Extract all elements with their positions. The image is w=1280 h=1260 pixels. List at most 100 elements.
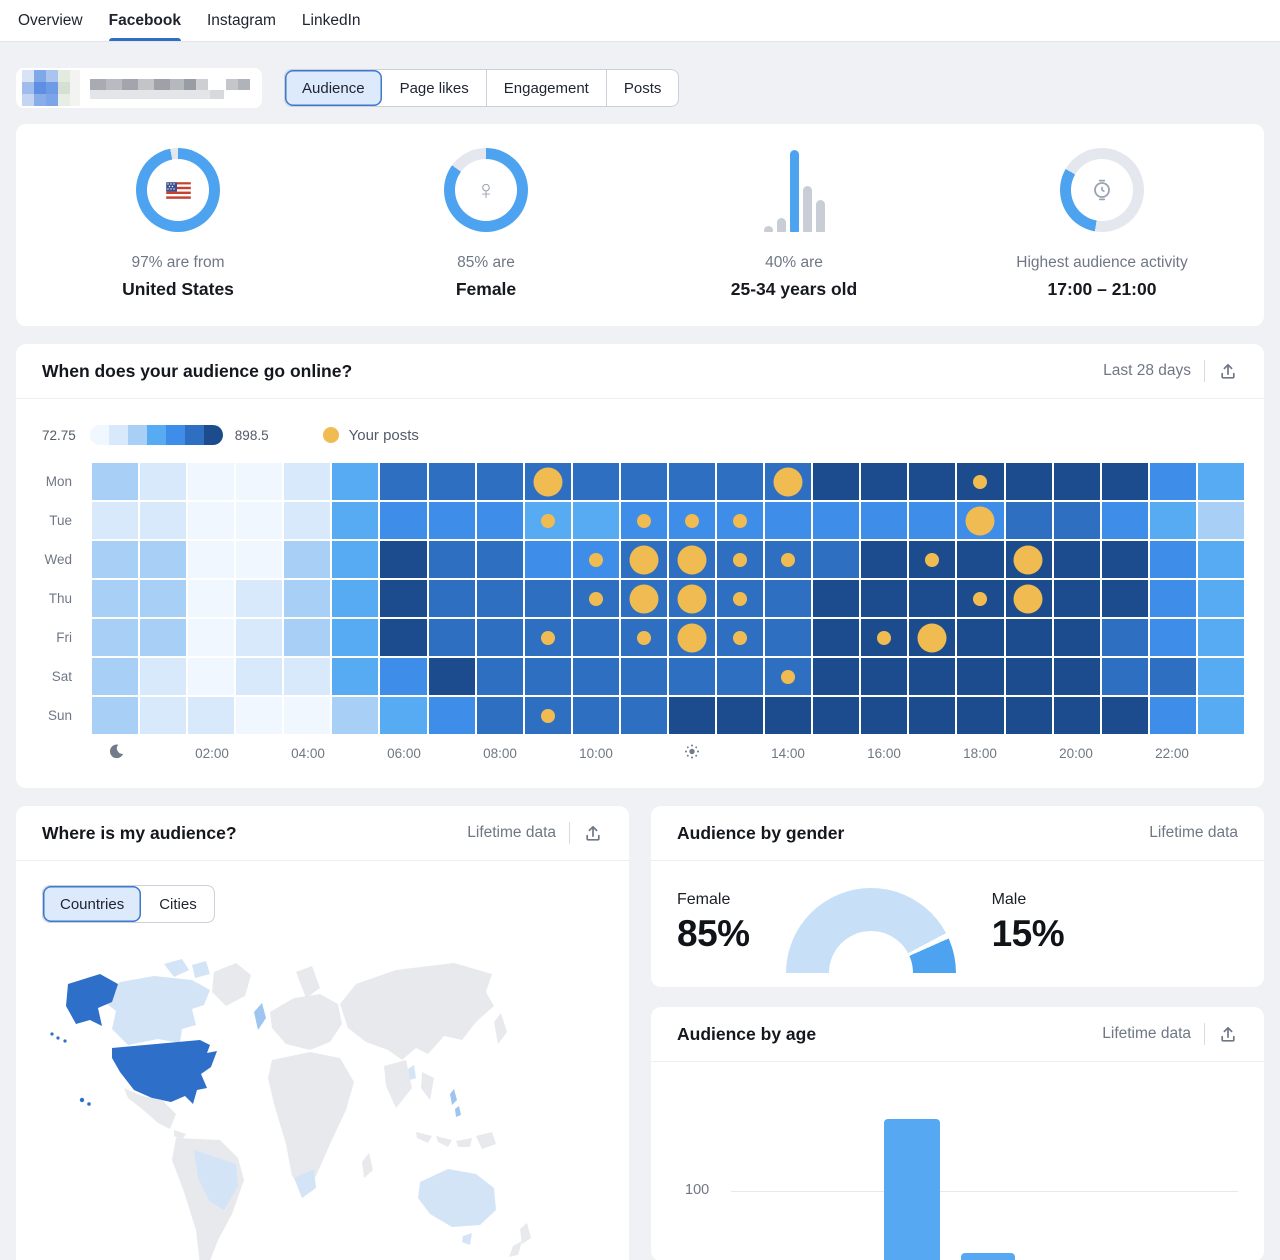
heatmap-cell: [236, 541, 283, 578]
heatmap-cell: [92, 619, 139, 656]
heatmap-cell: [1005, 502, 1052, 539]
nav-tab-overview[interactable]: Overview: [18, 11, 83, 29]
heatmap-cell: [92, 502, 139, 539]
export-icon: [1221, 1026, 1235, 1042]
heatmap-cell: [717, 502, 764, 539]
heatmap-cell: [428, 502, 475, 539]
axis-tick-1800: 18:00: [963, 746, 997, 761]
heatmap-cell: [765, 658, 812, 695]
age-bar-1: [884, 1119, 940, 1260]
female-value: 85%: [677, 913, 750, 954]
your-posts-label: Your posts: [348, 426, 419, 444]
tab-audience[interactable]: Audience: [285, 70, 382, 106]
nav-tab-instagram[interactable]: Instagram: [206, 11, 276, 29]
heatmap-cell: [380, 697, 427, 734]
heatmap-cell: [957, 541, 1004, 578]
heatmap-cell: [813, 658, 860, 695]
heatmap-cell: [572, 541, 619, 578]
heatmap-cell: [428, 619, 475, 656]
heatmap-cell: [332, 697, 379, 734]
account-row: Audience Page likes Engagement Posts: [16, 68, 1264, 108]
heatmap-cell: [909, 541, 956, 578]
heatmap-cell: [909, 619, 956, 656]
heatmap-cell: [620, 463, 667, 500]
heatmap-cell: [620, 619, 667, 656]
divider: [1204, 360, 1205, 382]
toggle-countries[interactable]: Countries: [43, 886, 142, 922]
heatmap-cell: [765, 580, 812, 617]
toggle-cities[interactable]: Cities: [159, 895, 197, 913]
export-button[interactable]: [1218, 1024, 1238, 1044]
heatmap-cell: [620, 580, 667, 617]
audience-online-card: When does your audience go online? Last …: [16, 344, 1264, 788]
export-button[interactable]: [583, 823, 603, 843]
divider: [1204, 1023, 1205, 1045]
stat-value: Female: [455, 279, 517, 299]
your-posts-dot-icon: [322, 427, 339, 443]
top-navigation: Overview Facebook Instagram LinkedIn: [0, 0, 1280, 42]
heatmap-cell: [668, 658, 716, 695]
stat-description: 40% are: [765, 254, 823, 271]
heatmap-cell: [1101, 619, 1148, 656]
heatmap-cell: [1149, 463, 1196, 500]
tab-page-likes[interactable]: Page likes: [399, 79, 469, 97]
heatmap-cell: [1197, 502, 1244, 539]
heatmap-cell: [1053, 658, 1100, 695]
where-audience-card: Where is my audience? Lifetime data Coun…: [16, 806, 629, 1260]
heatmap-cell: [284, 541, 331, 578]
heatmap-cell: [765, 697, 812, 734]
nav-tab-linkedin[interactable]: LinkedIn: [301, 11, 361, 29]
donut-center-icon: [136, 148, 220, 232]
heatmap-cell: [428, 580, 475, 617]
heatmap-cell: [380, 502, 427, 539]
date-range-label: Lifetime data: [1102, 1025, 1191, 1042]
heatmap-cell: [524, 658, 571, 695]
heatmap-cell: [861, 697, 908, 734]
heatmap-cell: [284, 463, 331, 500]
heatmap-cell: [236, 697, 283, 734]
heatmap-cell: [1005, 697, 1052, 734]
heatmap-cell: [1101, 541, 1148, 578]
export-button[interactable]: [1218, 361, 1238, 381]
heatmap-cell: [813, 580, 860, 617]
heatmap-cell: [284, 502, 331, 539]
account-selector-blurred[interactable]: [16, 68, 262, 108]
heatmap-cell: [572, 502, 619, 539]
heatmap-cell: [236, 580, 283, 617]
sun-icon: [684, 744, 700, 759]
heatmap-cell: [284, 697, 331, 734]
heatmap-cell: [428, 463, 475, 500]
male-label: Male: [991, 891, 1027, 908]
heatmap-cell: [1053, 463, 1100, 500]
axis-tick-0400: 04:00: [291, 746, 325, 761]
heatmap-cell: [1005, 658, 1052, 695]
heatmap-cell: [332, 502, 379, 539]
heatmap-cell: [765, 502, 812, 539]
world-map[interactable]: [24, 933, 614, 1260]
stat-description: Highest audience activity: [1016, 254, 1188, 271]
heatmap-cell: [957, 658, 1004, 695]
heatmap-cell: [1149, 697, 1196, 734]
audience-age-card: Audience by age Lifetime data 100: [651, 1007, 1264, 1260]
mini-bar: [815, 200, 825, 232]
heatmap-cell: [668, 619, 716, 656]
facebook-section-tabs: Audience Page likes Engagement Posts: [284, 69, 680, 107]
gridline-100: [731, 1191, 1238, 1192]
day-label-sat: Sat: [51, 669, 72, 684]
heatmap-cell: [1197, 697, 1244, 734]
stat-description: 97% are from: [131, 254, 225, 271]
card-title: When does your audience go online?: [42, 360, 353, 381]
heatmap-cell: [332, 658, 379, 695]
tab-engagement[interactable]: Engagement: [485, 70, 606, 106]
heatmap-cell: [524, 580, 571, 617]
axis-tick-0600: 06:00: [387, 746, 421, 761]
nav-tab-facebook[interactable]: Facebook: [108, 0, 182, 41]
heatmap-cell: [1005, 619, 1052, 656]
legend-swatch: [108, 425, 128, 445]
heatmap-cell: [476, 580, 523, 617]
tab-posts[interactable]: Posts: [605, 70, 679, 106]
heatmap-cell: [1149, 502, 1196, 539]
heatmap-cell: [188, 619, 235, 656]
heatmap-cell: [1101, 697, 1148, 734]
stat-widget-4: Highest audience activity 17:00 – 21:00: [948, 148, 1256, 300]
